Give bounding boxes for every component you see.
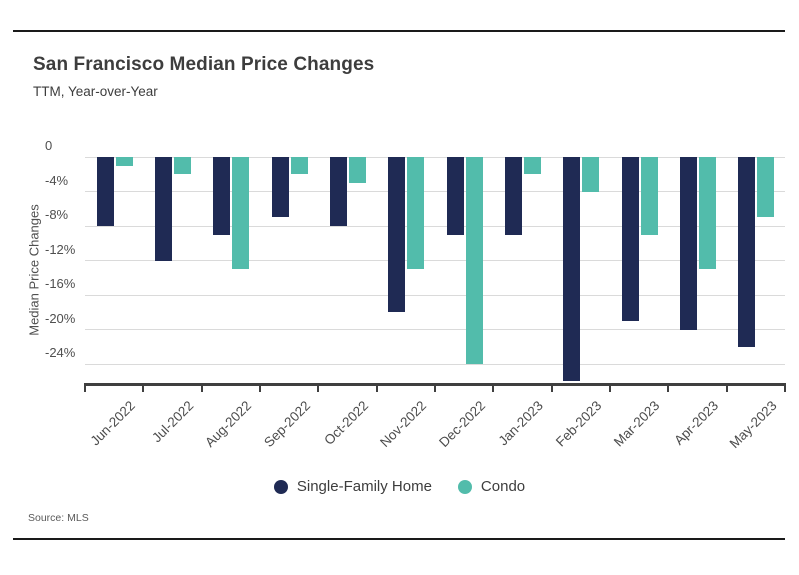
x-tick-label: May-2023 (726, 398, 780, 452)
gridline--12% (85, 260, 785, 261)
x-tick-label: Oct-2022 (321, 398, 372, 448)
chart-title: San Francisco Median Price Changes (33, 54, 375, 75)
legend-item-condo: Condo (457, 478, 526, 495)
y-tick-label: -16% (45, 276, 76, 291)
bar-condo-sep-2022 (290, 157, 308, 175)
single-family-home-swatch-icon (273, 479, 288, 494)
bar-condo-feb-2023 (582, 157, 600, 192)
x-axis-tick (434, 383, 436, 392)
legend-label-condo: Condo (480, 478, 526, 495)
x-tick-label: Feb-2023 (552, 398, 605, 450)
bar-condo-apr-2023 (699, 157, 716, 270)
bar-single-family-home-oct-2022 (330, 157, 347, 226)
bar-condo-mar-2023 (640, 157, 658, 235)
x-axis-tick (259, 383, 261, 392)
x-tick-label: Sep-2022 (260, 398, 313, 451)
condo-swatch-icon (457, 479, 472, 494)
bar-single-family-home-jun-2022 (96, 157, 114, 226)
bar-single-family-home-sep-2022 (271, 157, 289, 218)
bar-single-family-home-dec-2022 (446, 157, 464, 235)
bar-single-family-home-mar-2023 (621, 157, 639, 321)
x-tick-label: Apr-2023 (671, 398, 722, 448)
source-note: Source: MLS (28, 512, 89, 524)
bar-single-family-home-nov-2022 (388, 157, 406, 313)
x-axis-tick (609, 383, 611, 392)
x-tick-label: Jun-2022 (87, 398, 138, 449)
x-tick-label: Aug-2022 (202, 398, 255, 451)
legend-item-single-family-home: Single-Family Home (273, 478, 432, 495)
gridline--16% (85, 294, 785, 296)
gridline--8% (85, 225, 785, 227)
y-tick-label: -24% (45, 345, 76, 361)
y-tick-label: -20% (45, 310, 76, 326)
y-tick-label: -4% (45, 172, 69, 188)
bar-condo-oct-2022 (349, 157, 366, 183)
x-axis-tick (84, 383, 86, 392)
gridline--24% (85, 363, 785, 365)
bar-single-family-home-apr-2023 (680, 157, 697, 330)
x-axis-tick (142, 383, 145, 392)
x-axis-tick (550, 383, 553, 392)
bar-condo-aug-2022 (232, 157, 250, 270)
bar-condo-may-2023 (757, 157, 775, 218)
gridline--4% (85, 191, 785, 192)
bar-single-family-home-jan-2023 (505, 157, 522, 235)
bottom-border-rule (13, 538, 785, 540)
bar-condo-jun-2022 (115, 157, 133, 166)
bar-single-family-home-feb-2023 (563, 157, 581, 382)
x-tick-label: Nov-2022 (377, 398, 430, 451)
bar-condo-jan-2023 (524, 157, 541, 175)
x-axis-tick (492, 383, 495, 392)
x-axis-tick (375, 383, 378, 392)
x-axis-tick (317, 383, 320, 392)
x-axis-tick (200, 383, 203, 392)
gridline--20% (85, 329, 785, 331)
bar-condo-jul-2022 (174, 157, 191, 175)
top-border-rule (13, 30, 785, 32)
bar-condo-dec-2022 (465, 157, 483, 365)
y-tick-label: -12% (45, 241, 76, 257)
legend: Single-Family Home Condo (0, 478, 799, 495)
y-tick-label: -8% (45, 207, 69, 222)
bar-condo-nov-2022 (407, 157, 425, 270)
gridline-0 (85, 156, 785, 158)
x-tick-label: Dec-2022 (435, 398, 488, 451)
legend-label-single-family-home: Single-Family Home (296, 478, 432, 495)
bar-single-family-home-aug-2022 (213, 157, 231, 235)
bar-single-family-home-jul-2022 (155, 157, 172, 261)
x-tick-label: Mar-2023 (611, 398, 663, 450)
x-axis-tick (725, 383, 728, 392)
bar-single-family-home-may-2023 (738, 157, 756, 347)
x-tick-label: Jul-2022 (148, 398, 197, 446)
x-axis-tick (784, 383, 786, 392)
x-axis-tick (667, 383, 670, 392)
chart-subtitle: TTM, Year-over-Year (33, 84, 158, 99)
x-tick-label: Jan-2023 (495, 398, 547, 449)
y-tick-label: 0 (45, 138, 53, 153)
